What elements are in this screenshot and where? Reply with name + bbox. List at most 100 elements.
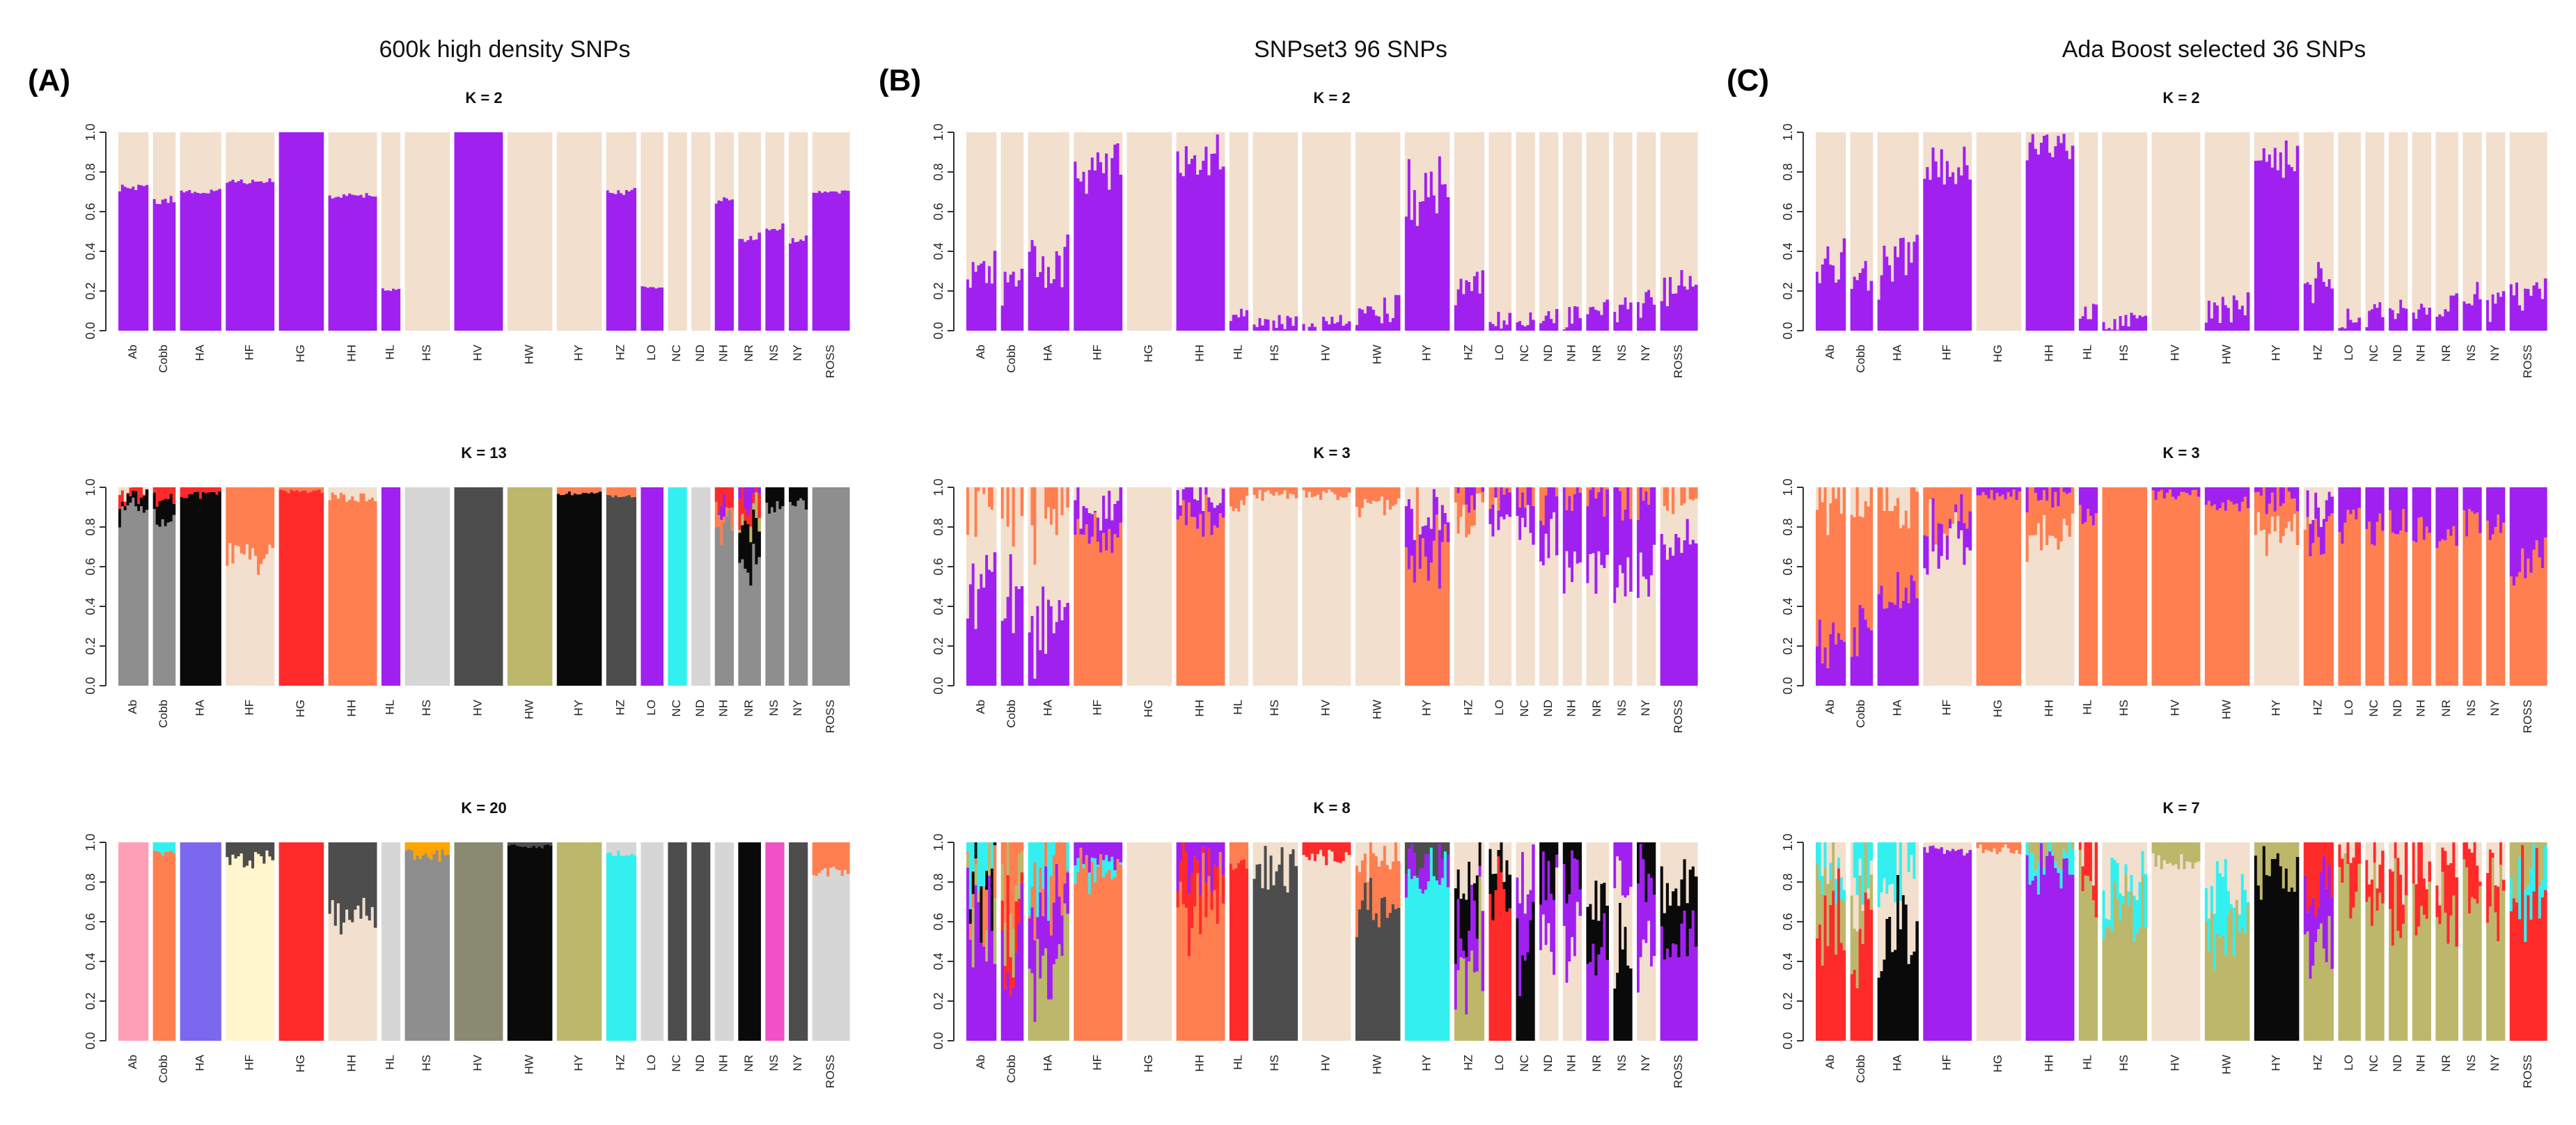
admixture-segment xyxy=(1006,132,1010,283)
admixture-segment xyxy=(468,487,472,686)
admixture-segment xyxy=(1388,913,1392,1041)
admixture-segment xyxy=(971,908,975,968)
group-hy xyxy=(1404,132,1450,331)
admixture-segment xyxy=(2091,132,2096,304)
admixture-segment xyxy=(2160,132,2164,331)
admixture-segment xyxy=(2414,842,2418,885)
admixture-segment xyxy=(365,193,369,331)
y-tick-label: 0.2 xyxy=(932,637,945,654)
admixture-segment xyxy=(1012,977,1016,987)
admixture-segment xyxy=(2119,842,2123,894)
admixture-segment xyxy=(1058,599,1062,686)
admixture-segment xyxy=(1686,842,1690,904)
admixture-segment xyxy=(2467,849,2472,914)
x-tick-label: NR xyxy=(2440,345,2453,362)
admixture-segment xyxy=(1965,132,1970,166)
admixture-segment xyxy=(2183,491,2187,686)
admixture-segment xyxy=(1380,496,1384,686)
admixture-segment xyxy=(1694,876,1698,947)
admixture-segment xyxy=(2512,132,2516,296)
admixture-segment xyxy=(2352,322,2356,331)
admixture-segment xyxy=(1087,544,1092,686)
admixture-segment xyxy=(1006,487,1010,527)
admixture-segment xyxy=(1541,851,1546,915)
admixture-segment xyxy=(2535,847,2539,1041)
admixture-segment xyxy=(988,506,991,570)
admixture-segment xyxy=(1562,593,1566,686)
admixture-segment xyxy=(1105,153,1108,331)
admixture-segment xyxy=(770,229,774,331)
admixture-segment xyxy=(1616,856,1619,973)
admixture-segment xyxy=(507,132,511,331)
admixture-segment xyxy=(2057,867,2061,873)
admixture-segment xyxy=(1984,487,1988,496)
admixture-segment xyxy=(1291,494,1296,686)
admixture-segment xyxy=(245,842,249,866)
admixture-segment xyxy=(271,548,275,686)
admixture-segment xyxy=(1462,950,1466,959)
x-tick-label: ND xyxy=(1541,700,1555,717)
y-tick-label: 0.2 xyxy=(932,282,945,299)
admixture-segment xyxy=(1421,487,1425,527)
admixture-segment xyxy=(204,132,208,194)
admixture-segment xyxy=(2127,891,2131,906)
x-tick-label: HH xyxy=(2043,1055,2056,1072)
admixture-segment xyxy=(1555,555,1559,686)
admixture-segment xyxy=(2488,849,2492,907)
admixture-segment xyxy=(1672,891,1675,944)
admixture-segment xyxy=(2463,487,2466,511)
admixture-segment xyxy=(2009,496,2013,686)
admixture-segment xyxy=(2306,931,2310,1041)
admixture-segment xyxy=(351,132,354,195)
admixture-segment xyxy=(1555,308,1559,331)
admixture-segment xyxy=(723,523,726,686)
admixture-segment xyxy=(1014,586,1019,686)
admixture-segment xyxy=(649,842,653,1041)
admixture-segment xyxy=(443,487,448,686)
admixture-segment xyxy=(1544,495,1548,534)
admixture-segment xyxy=(1555,496,1559,556)
admixture-segment xyxy=(1573,956,1577,1041)
admixture-segment xyxy=(1264,487,1268,492)
admixture-segment xyxy=(1576,902,1580,1041)
admixture-segment xyxy=(2028,535,2032,686)
admixture-segment xyxy=(228,181,233,331)
admixture-segment xyxy=(789,132,792,244)
admixture-segment xyxy=(2068,159,2072,331)
admixture-segment xyxy=(1603,913,1606,1041)
admixture-segment xyxy=(1358,842,1362,872)
admixture-segment xyxy=(339,487,343,493)
admixture-segment xyxy=(966,842,970,852)
admixture-segment xyxy=(1342,497,1346,686)
admixture-segment xyxy=(1119,487,1123,523)
admixture-segment xyxy=(1105,873,1108,1041)
x-tick-label: HS xyxy=(2117,1055,2130,1071)
admixture-segment xyxy=(2207,132,2211,301)
admixture-segment xyxy=(465,132,469,331)
admixture-segment xyxy=(1968,179,1972,331)
admixture-segment xyxy=(1957,132,1961,168)
y-tick-label: 0.8 xyxy=(84,163,97,180)
admixture-segment xyxy=(546,842,550,845)
admixture-segment xyxy=(1553,132,1556,324)
admixture-segment xyxy=(1240,487,1243,501)
admixture-segment xyxy=(2543,537,2547,686)
admixture-segment xyxy=(2213,302,2217,331)
group-hg xyxy=(278,842,324,1041)
admixture-segment xyxy=(1119,842,1123,863)
admixture-segment xyxy=(438,487,442,686)
admixture-segment xyxy=(2476,842,2479,866)
admixture-segment xyxy=(2314,278,2318,331)
group-lo xyxy=(641,842,664,1041)
admixture-segment xyxy=(410,842,414,851)
admixture-segment xyxy=(1330,132,1334,317)
admixture-segment xyxy=(2422,878,2426,915)
admixture-segment xyxy=(1047,920,1051,1000)
admixture-segment xyxy=(1218,842,1223,853)
admixture-segment xyxy=(123,187,127,331)
admixture-segment xyxy=(2279,152,2283,331)
admixture-segment xyxy=(1915,921,1919,1041)
admixture-segment xyxy=(1184,908,1188,1041)
admixture-segment xyxy=(2028,884,2032,1041)
admixture-segment xyxy=(2314,492,2318,519)
